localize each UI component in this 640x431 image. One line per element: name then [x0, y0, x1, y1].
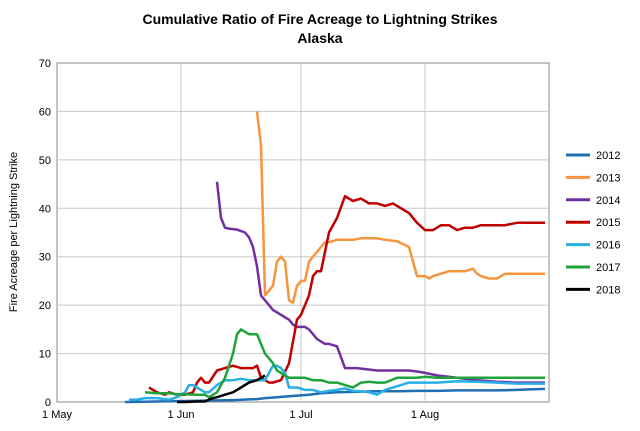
- series-line-2013: [255, 111, 545, 304]
- x-tick-labels: 1 May 1 Jun 1 Jul 1 Aug: [42, 409, 439, 421]
- legend-label-2017: 2017: [596, 262, 620, 274]
- legend-label-2012: 2012: [596, 150, 620, 162]
- plot-area: [56, 62, 550, 403]
- x-tick-label: 1 Jun: [168, 409, 195, 421]
- series-line-2012: [124, 387, 546, 404]
- legend-label-2013: 2013: [596, 172, 620, 184]
- y-tick-labels: 0 10 20 30 40 50 60 70: [39, 58, 51, 409]
- series-line-2018: [177, 374, 266, 404]
- series-line-2016: [129, 364, 545, 401]
- y-tick-label: 40: [39, 203, 51, 215]
- y-tick-label: 20: [39, 300, 51, 312]
- y-gridlines: [57, 110, 549, 355]
- series-line-2015: [148, 194, 545, 396]
- chart-title: Cumulative Ratio of Fire Acreage to Ligh…: [143, 11, 498, 27]
- y-tick-label: 0: [45, 397, 51, 409]
- x-tick-label: 1 Jul: [289, 409, 312, 421]
- x-tick-label: 1 May: [42, 409, 72, 421]
- chart-subtitle: Alaska: [297, 30, 342, 46]
- y-tick-label: 70: [39, 58, 51, 70]
- y-axis-label: Fire Acreage per Lightning Strike: [8, 152, 20, 312]
- legend-label-2018: 2018: [596, 284, 620, 296]
- series-lines: [124, 111, 546, 404]
- y-tick-label: 30: [39, 252, 51, 264]
- x-gridlines: [180, 63, 426, 402]
- y-tick-label: 10: [39, 349, 51, 361]
- legend-label-2015: 2015: [596, 217, 620, 229]
- series-line-2014: [215, 181, 545, 384]
- series-line-2017: [144, 328, 545, 399]
- y-tick-label: 50: [39, 155, 51, 167]
- x-tick-label: 1 Aug: [411, 409, 439, 421]
- y-tick-label: 60: [39, 106, 51, 118]
- legend: 2012 2013 2014 2015 2016 2017 2018: [566, 150, 620, 296]
- legend-label-2014: 2014: [596, 195, 620, 207]
- legend-label-2016: 2016: [596, 240, 620, 252]
